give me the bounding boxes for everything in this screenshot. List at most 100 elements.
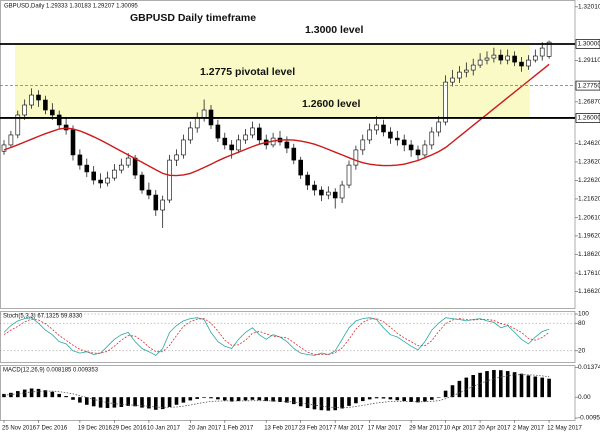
histogram-bar [160,397,165,410]
histogram-bar [519,373,524,398]
candle-body [112,169,117,179]
x-tick-label: 20 Jan 2017 [188,426,222,432]
candle-body [98,179,103,184]
histogram-bar [202,397,206,398]
histogram-bar [147,397,151,409]
histogram-bar [464,377,469,398]
candle-body [8,134,14,146]
chart-title: GBPUSD Daily timeframe [130,12,256,24]
histogram-bar [140,397,144,408]
y-tick-label: 1.19620 [578,233,600,240]
histogram-bar [436,397,441,398]
candle-body [346,164,352,186]
candle-body [353,149,359,166]
histogram-bar [423,397,427,402]
x-tick-label: 29 Mar 2017 [409,426,443,432]
panel-frame [0,0,576,309]
candle-body [526,59,531,67]
candle-body [519,61,524,67]
histogram-bar [499,370,503,398]
histogram-bar [512,372,517,398]
candle-body [401,139,407,146]
candle-body [381,124,386,133]
histogram-bar [416,397,420,403]
y-tick-label: 1.18620 [578,251,600,258]
candle-body [388,131,393,139]
candle-body [22,104,28,116]
candle-body [532,55,538,61]
histogram-bar [188,397,193,401]
candle-body [29,94,34,106]
x-tick-label: 10 Jan 2017 [147,426,181,432]
histogram-bar [174,397,179,405]
candle-body [256,127,262,141]
candle-body [284,141,290,149]
histogram-bar [181,397,186,403]
histogram-bar [195,397,199,399]
y-tick-label: 1.32010 [578,4,600,11]
candle-body [450,77,455,83]
candle-body [215,124,221,139]
candle-body [415,149,421,156]
histogram-bar [243,397,248,401]
candle-body [436,121,442,133]
x-tick-label: 23 Feb 2017 [299,426,333,432]
histogram-bar [540,377,544,398]
candle-body [463,69,469,73]
x-tick-label: 19 Dec 2016 [78,426,113,432]
histogram-bar [526,375,531,398]
level-annotation: 1.2600 level [302,98,360,110]
y-tick-label: 1.22620 [578,177,600,184]
candle-body [539,47,545,57]
candle-body [319,189,324,196]
candle-body [312,184,317,191]
candle-body [56,114,62,126]
candle-body [70,129,76,156]
candle-body [491,54,497,59]
histogram-bar [395,397,400,401]
y-tick-label: 0.00 [578,394,591,401]
histogram-bar [443,390,448,398]
candle-body [429,131,435,146]
candle-body [1,144,7,152]
histogram-bar [257,397,262,401]
candle-body [367,129,373,141]
x-tick-label: 25 Nov 2016 [2,426,37,432]
x-tick-label: 10 Apr 2017 [444,426,477,432]
candle-body [236,139,241,151]
candle-body [422,144,428,156]
y-tick-label: 20 [578,348,586,355]
candle-body [84,164,90,173]
candle-body [291,147,297,161]
candle-body [250,127,255,136]
level-annotation: 1.3000 level [305,24,363,36]
level-label: 1.26000 [578,115,600,122]
histogram-bar [326,397,331,411]
histogram-bar [16,391,20,398]
candle-body [125,157,131,166]
histogram-bar [381,397,386,399]
histogram-bar [388,397,393,400]
histogram-bar [409,397,413,402]
histogram-bar [98,397,103,408]
candle-body [360,139,366,151]
histogram-bar [119,397,124,407]
histogram-bar [78,397,82,403]
level-label: 1.27750 [578,82,600,89]
candle-body [408,144,414,151]
histogram-bar [547,378,551,398]
candle-body [49,109,55,116]
candle-body [512,55,517,63]
candle-body [188,127,193,141]
candle-body [298,159,304,176]
histogram-bar [236,397,241,402]
candle-body [132,157,138,176]
histogram-bar [457,380,462,398]
x-tick-label: 20 Apr 2017 [478,426,511,432]
histogram-bar [271,397,275,402]
histogram-bar [533,376,538,398]
histogram-bar [229,397,234,402]
y-tick-label: 1.17610 [578,270,600,277]
candle-body [153,194,159,211]
